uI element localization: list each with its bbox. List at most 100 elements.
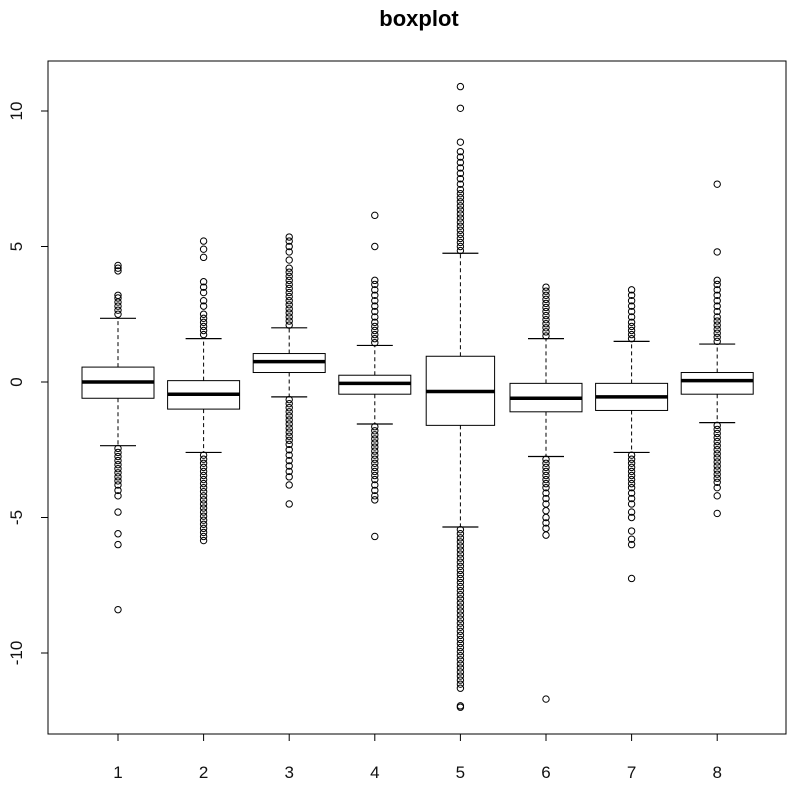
outlier-point bbox=[371, 492, 379, 500]
outlier-point bbox=[456, 652, 465, 660]
outlier-point bbox=[371, 463, 379, 472]
outlier-point bbox=[627, 500, 636, 508]
outlier-point bbox=[627, 535, 636, 543]
outlier-point bbox=[542, 463, 550, 472]
outlier-point bbox=[285, 473, 293, 481]
outlier-point bbox=[285, 305, 293, 313]
outlier-point bbox=[199, 488, 208, 496]
outlier-point bbox=[542, 328, 550, 336]
outlier-point bbox=[285, 233, 293, 241]
outlier-point bbox=[713, 317, 721, 325]
outlier-point bbox=[456, 599, 465, 607]
outlier-point bbox=[713, 280, 721, 289]
outlier-point bbox=[456, 234, 465, 243]
outlier-point bbox=[456, 180, 465, 188]
outlier-point bbox=[285, 424, 293, 432]
outlier-point bbox=[114, 473, 122, 481]
outlier-point bbox=[199, 516, 208, 524]
outlier-point bbox=[542, 299, 550, 308]
outlier-point bbox=[627, 467, 636, 476]
outlier-point bbox=[285, 297, 293, 305]
box-group-3 bbox=[252, 233, 326, 508]
outlier-point bbox=[285, 420, 293, 428]
outlier-point bbox=[285, 467, 293, 476]
outlier-point bbox=[456, 595, 465, 603]
outlier-point bbox=[627, 540, 636, 549]
outlier-point bbox=[542, 531, 550, 539]
outlier-point bbox=[456, 194, 465, 202]
outlier-point bbox=[542, 519, 550, 527]
outlier-point bbox=[713, 276, 721, 285]
outlier-point bbox=[456, 214, 465, 222]
outlier-point bbox=[456, 664, 465, 672]
outlier-point bbox=[199, 524, 208, 533]
outlier-point bbox=[627, 313, 636, 321]
outlier-point bbox=[456, 635, 465, 644]
outlier-point bbox=[456, 562, 465, 570]
outlier-point bbox=[456, 631, 465, 640]
outlier-point bbox=[285, 456, 293, 465]
outlier-point bbox=[114, 291, 122, 299]
outlier-point bbox=[371, 286, 379, 294]
outlier-point bbox=[371, 486, 379, 495]
outlier-point bbox=[199, 278, 208, 286]
outlier-point bbox=[456, 138, 465, 146]
outlier-point bbox=[114, 264, 122, 272]
outlier-point bbox=[199, 302, 208, 310]
outlier-point bbox=[456, 206, 465, 214]
outlier-point bbox=[371, 339, 379, 347]
outlier-point bbox=[199, 528, 208, 537]
outlier-point bbox=[627, 326, 636, 335]
outlier-point bbox=[371, 471, 379, 480]
outlier-point bbox=[456, 672, 465, 680]
outlier-point bbox=[114, 492, 122, 500]
outlier-point bbox=[199, 504, 208, 512]
outlier-point bbox=[371, 447, 379, 455]
plot-area-frame bbox=[47, 60, 787, 735]
outlier-point bbox=[114, 310, 122, 318]
box-group-7 bbox=[595, 286, 669, 583]
outlier-point bbox=[456, 538, 465, 546]
outlier-point bbox=[542, 324, 550, 332]
outlier-point bbox=[456, 643, 465, 652]
outlier-point bbox=[456, 198, 465, 206]
outlier-point bbox=[713, 286, 721, 294]
outlier-point bbox=[199, 532, 208, 541]
outlier-point bbox=[285, 237, 293, 245]
box-group-6 bbox=[509, 283, 583, 703]
outlier-point bbox=[456, 647, 465, 656]
outlier-point bbox=[627, 318, 636, 327]
outlier-point bbox=[199, 467, 208, 476]
outlier-point bbox=[371, 326, 379, 335]
box-group-8 bbox=[680, 180, 754, 518]
outlier-point bbox=[199, 520, 208, 528]
outlier-point bbox=[199, 330, 208, 339]
outlier-point bbox=[114, 302, 122, 310]
outlier-point bbox=[456, 684, 465, 692]
outlier-point bbox=[371, 443, 379, 451]
outlier-point bbox=[371, 496, 379, 504]
outlier-point bbox=[713, 425, 721, 434]
outlier-point bbox=[456, 230, 465, 239]
outlier-point bbox=[542, 475, 550, 484]
outlier-point bbox=[542, 303, 550, 312]
outlier-point bbox=[456, 222, 465, 230]
outlier-point bbox=[713, 458, 721, 466]
outlier-point bbox=[456, 656, 465, 664]
y-tick-label: -5 bbox=[7, 510, 26, 525]
outlier-point bbox=[285, 462, 293, 470]
outlier-point bbox=[371, 318, 379, 327]
outlier-point bbox=[114, 508, 122, 516]
outlier-point bbox=[199, 479, 208, 488]
outlier-point bbox=[542, 315, 550, 324]
outlier-point bbox=[285, 309, 293, 317]
x-tick-label: 8 bbox=[712, 763, 721, 782]
outlier-point bbox=[456, 242, 465, 251]
outlier-point bbox=[627, 451, 636, 459]
outlier-point bbox=[371, 322, 379, 331]
outlier-point bbox=[713, 478, 721, 486]
outlier-point bbox=[542, 455, 550, 463]
outlier-point bbox=[713, 297, 721, 305]
outlier-point bbox=[285, 284, 293, 293]
outlier-point bbox=[199, 536, 208, 545]
